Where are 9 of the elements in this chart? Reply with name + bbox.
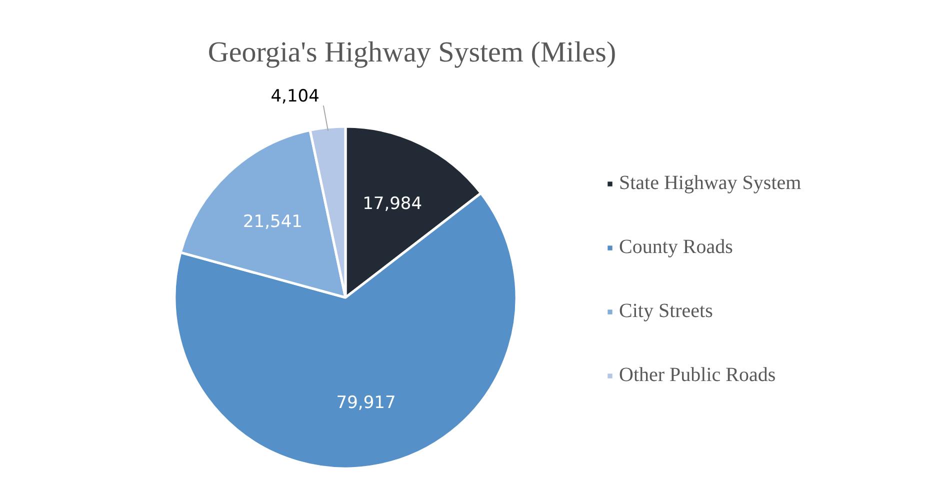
legend-label: County Roads bbox=[619, 236, 733, 259]
legend-label: State Highway System bbox=[619, 172, 802, 195]
data-label: 17,984 bbox=[362, 194, 422, 214]
chart-title: Georgia's Highway System (Miles) bbox=[208, 36, 616, 68]
data-label: 21,541 bbox=[242, 212, 302, 232]
data-label: 4,104 bbox=[270, 86, 320, 107]
legend-label: City Streets bbox=[619, 300, 713, 323]
legend-label: Other Public Roads bbox=[619, 364, 776, 387]
data-label: 79,917 bbox=[336, 393, 396, 414]
